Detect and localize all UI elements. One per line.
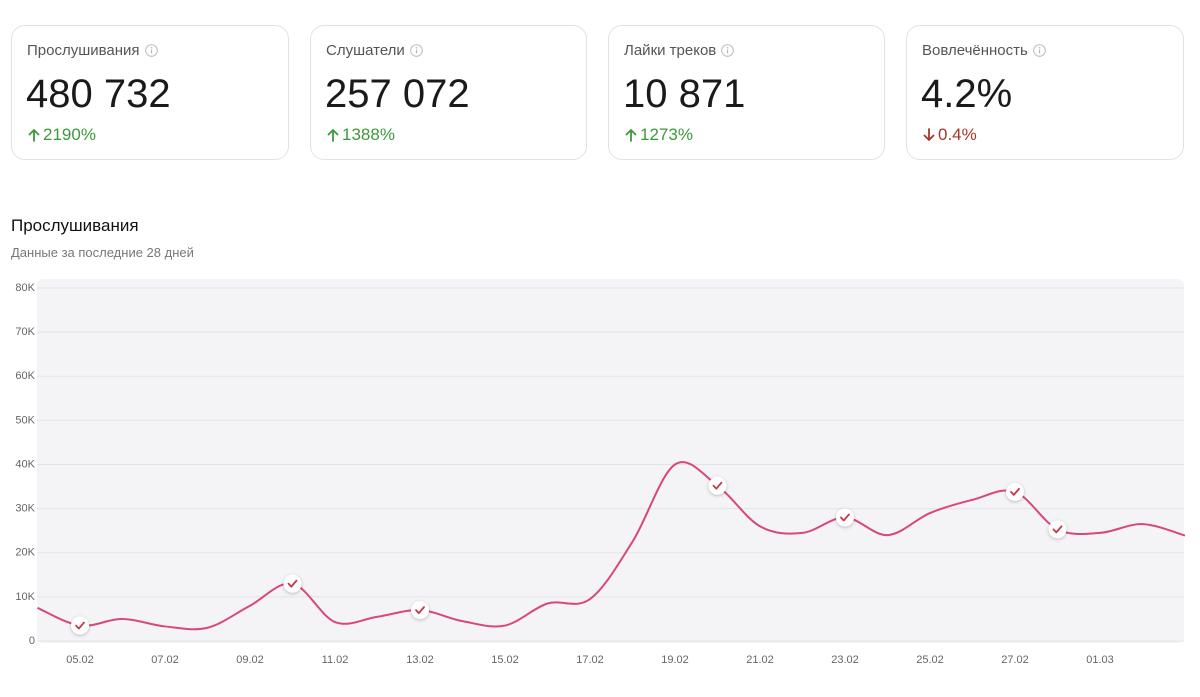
x-tick-label: 23.02 <box>831 654 859 666</box>
stat-value: 4.2% <box>921 72 1013 116</box>
y-tick-label: 30K <box>15 503 35 515</box>
info-icon <box>410 44 423 57</box>
marker-check <box>712 481 723 490</box>
release-marker <box>411 601 429 620</box>
info-circle <box>721 44 735 57</box>
release-marker <box>1006 482 1024 501</box>
stat-label: Вовлечённость <box>922 42 1046 59</box>
stat-card: Прослушивания 480 732 2190% <box>11 25 289 160</box>
stat-value: 480 732 <box>26 72 171 116</box>
info-circle <box>144 44 158 57</box>
stat-card: Лайки треков 10 871 1273% <box>608 25 885 160</box>
stat-label: Слушатели <box>326 42 423 59</box>
stat-change: 1388% <box>326 125 395 145</box>
y-tick-label: 40K <box>15 458 35 470</box>
stat-card: Вовлечённость 4.2% 0.4% <box>906 25 1184 160</box>
arrow-path <box>327 129 339 142</box>
y-tick-label: 60K <box>15 370 35 382</box>
x-tick-label: 17.02 <box>576 654 604 666</box>
info-dot <box>150 47 152 49</box>
marker-circle <box>411 601 429 620</box>
marker-check <box>840 513 850 522</box>
info-circle <box>1033 44 1046 57</box>
y-tick-label: 80K <box>15 282 35 294</box>
x-tick-label: 27.02 <box>1001 654 1029 666</box>
stat-label-text: Прослушивания <box>27 42 140 59</box>
x-tick-label: 13.02 <box>406 654 434 666</box>
x-tick-label: 07.02 <box>151 654 179 666</box>
marker-check <box>415 606 425 615</box>
x-tick-label: 05.02 <box>66 654 94 666</box>
series-line <box>37 461 1186 631</box>
info-dot <box>1038 47 1041 49</box>
marker-circle <box>71 616 89 635</box>
chart-subtitle: Данные за последние 28 дней <box>11 245 194 260</box>
info-dot <box>415 47 418 49</box>
y-tick-label: 50K <box>15 414 35 426</box>
stat-change-text: 1273% <box>640 125 693 144</box>
info-icon <box>1033 44 1046 57</box>
release-marker <box>71 616 89 635</box>
marker-circle <box>1006 482 1024 501</box>
stat-change: 0.4% <box>922 125 977 145</box>
x-tick-label: 09.02 <box>236 654 264 666</box>
marker-circle <box>708 476 727 495</box>
info-dot <box>726 47 729 49</box>
stat-change-text: 1388% <box>342 125 395 144</box>
trend-arrow <box>625 129 637 142</box>
stat-label: Прослушивания <box>27 42 158 59</box>
stat-change-text: 0.4% <box>938 125 977 144</box>
arrow-path <box>625 129 637 142</box>
marker-check <box>75 621 85 630</box>
x-tick-label: 01.03 <box>1086 654 1114 666</box>
marker-circle <box>283 574 302 593</box>
arrow-path <box>923 128 935 141</box>
x-tick-label: 21.02 <box>746 654 774 666</box>
stat-value: 257 072 <box>325 72 470 116</box>
stat-label-text: Лайки треков <box>624 42 717 59</box>
trend-arrow <box>923 128 935 141</box>
x-tick-label: 11.02 <box>322 654 349 666</box>
marker-circle <box>836 508 854 527</box>
x-tick-label: 15.02 <box>491 654 519 666</box>
stat-label: Лайки треков <box>624 42 735 59</box>
stat-change: 2190% <box>27 125 96 145</box>
y-tick-label: 70K <box>15 326 35 338</box>
info-icon <box>721 44 735 57</box>
stat-value: 10 871 <box>623 72 746 116</box>
release-marker <box>283 574 302 593</box>
release-marker <box>836 508 854 527</box>
y-tick-label: 20K <box>15 547 35 559</box>
marker-check <box>287 579 298 588</box>
trend-arrow <box>327 129 339 142</box>
arrow-path <box>28 129 40 142</box>
info-circle <box>410 44 423 57</box>
plot-background <box>37 279 1184 643</box>
x-tick-label: 25.02 <box>916 654 944 666</box>
y-tick-label: 10K <box>15 591 35 603</box>
info-icon <box>144 44 158 57</box>
stat-label-text: Вовлечённость <box>922 42 1028 59</box>
stat-change: 1273% <box>624 125 693 145</box>
stat-change-text: 2190% <box>43 125 96 144</box>
trend-arrow <box>28 129 40 142</box>
marker-circle <box>1048 520 1067 539</box>
y-tick-label: 0 <box>29 635 35 647</box>
release-marker <box>708 476 727 495</box>
chart-title: Прослушивания <box>11 216 139 235</box>
stat-card: Слушатели 257 072 1388% <box>310 25 587 160</box>
x-tick-label: 19.02 <box>661 654 689 666</box>
marker-check <box>1010 487 1020 496</box>
marker-check <box>1052 525 1063 534</box>
release-marker <box>1048 520 1067 539</box>
stat-label-text: Слушатели <box>326 42 405 59</box>
